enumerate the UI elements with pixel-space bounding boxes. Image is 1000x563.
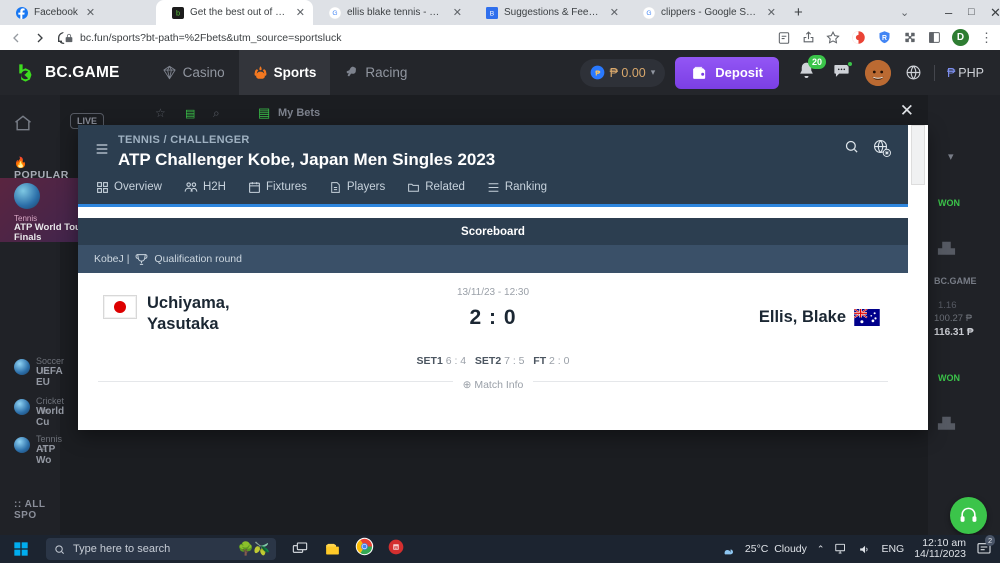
svg-text:G: G xyxy=(646,10,651,17)
svg-text:R: R xyxy=(882,35,887,42)
svg-text:₱: ₱ xyxy=(595,68,600,77)
svg-text:B: B xyxy=(490,10,495,17)
svg-text:G: G xyxy=(332,10,337,17)
svg-text:b: b xyxy=(176,8,180,17)
